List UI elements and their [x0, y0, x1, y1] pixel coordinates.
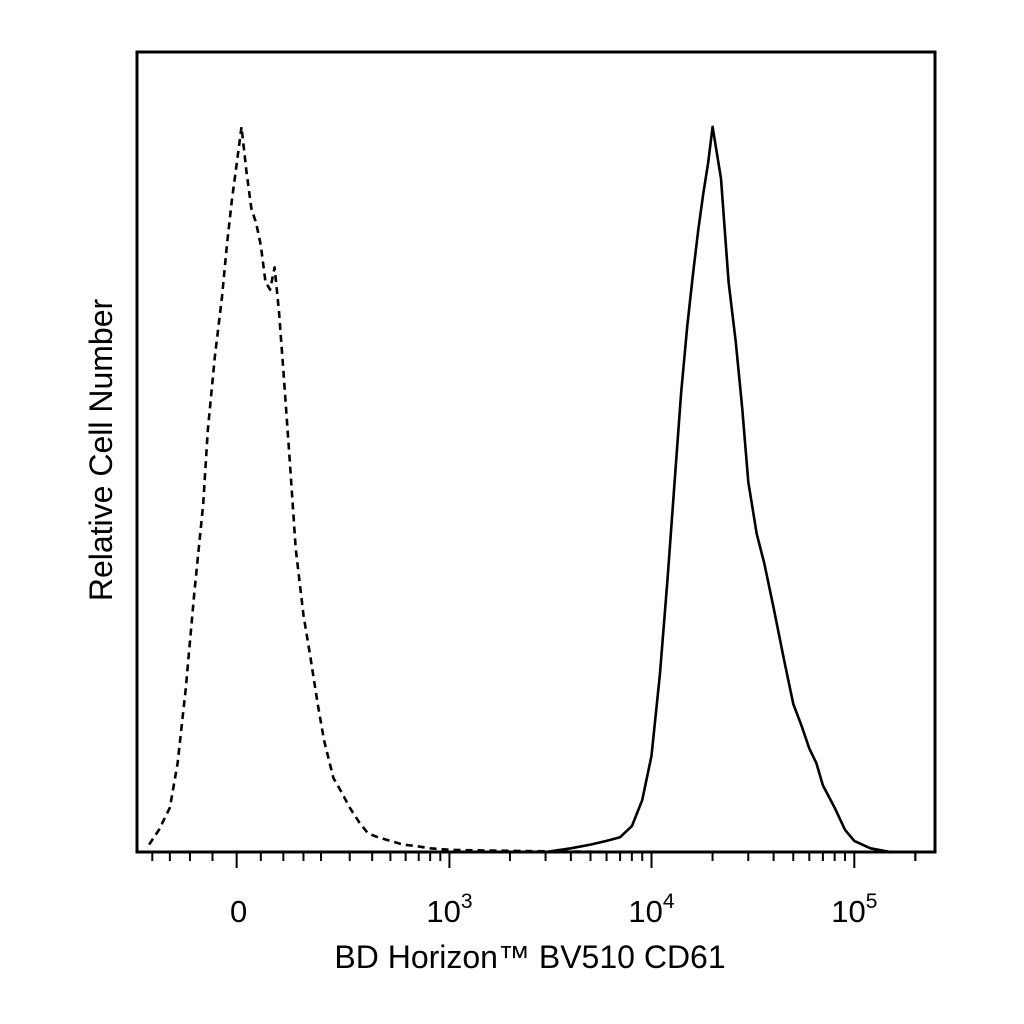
x-tick-label: 104 — [628, 890, 674, 929]
x-axis-ticks — [151, 852, 917, 868]
x-tick-label: 103 — [426, 890, 472, 929]
x-tick-labels: 0 103 104 105 — [230, 890, 877, 929]
plot-frame — [135, 50, 937, 854]
series-solid-line — [545, 125, 891, 854]
x-tick-label: 105 — [831, 890, 877, 929]
y-axis-title: Relative Cell Number — [83, 298, 119, 601]
series-dashed-line — [148, 125, 632, 854]
series-layer — [148, 125, 891, 854]
x-tick-label: 0 — [230, 894, 247, 929]
x-axis-title: BD Horizon™ BV510 CD61 — [334, 939, 725, 975]
